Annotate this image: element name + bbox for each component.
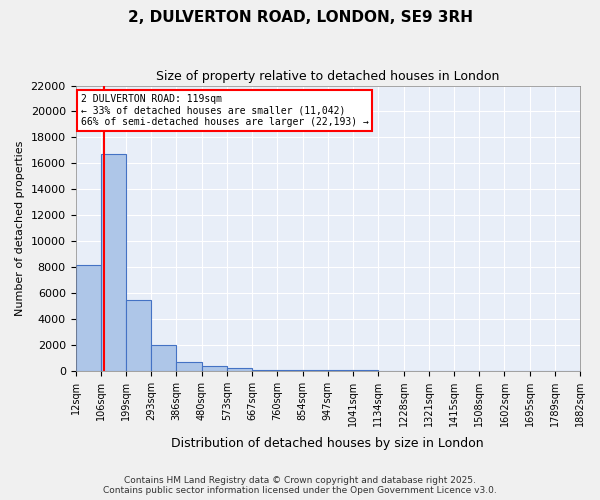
Text: 2 DULVERTON ROAD: 119sqm
← 33% of detached houses are smaller (11,042)
66% of se: 2 DULVERTON ROAD: 119sqm ← 33% of detach… [80, 94, 368, 128]
X-axis label: Distribution of detached houses by size in London: Distribution of detached houses by size … [172, 437, 484, 450]
Bar [151, 346, 176, 370]
Text: 2, DULVERTON ROAD, LONDON, SE9 3RH: 2, DULVERTON ROAD, LONDON, SE9 3RH [128, 10, 473, 25]
Bar [176, 362, 202, 370]
Bar [202, 366, 227, 370]
Title: Size of property relative to detached houses in London: Size of property relative to detached ho… [156, 70, 499, 83]
Bar [76, 265, 101, 370]
Bar [126, 300, 151, 370]
Bar [101, 154, 126, 370]
Text: Contains HM Land Registry data © Crown copyright and database right 2025.
Contai: Contains HM Land Registry data © Crown c… [103, 476, 497, 495]
Bar [227, 368, 252, 370]
Y-axis label: Number of detached properties: Number of detached properties [15, 140, 25, 316]
